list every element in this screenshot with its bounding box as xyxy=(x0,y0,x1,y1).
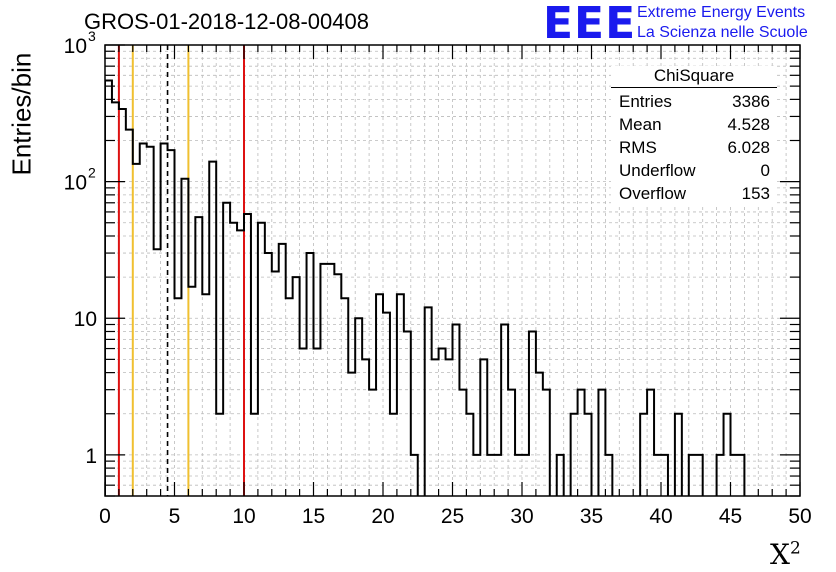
x-axis-label-superscript: 2 xyxy=(789,538,801,559)
stats-value: 153 xyxy=(741,184,770,203)
x-tick-label: 35 xyxy=(580,505,603,528)
stats-row-rms: RMS 6.028 xyxy=(611,136,777,159)
x-tick-label: 40 xyxy=(649,505,672,528)
chart-title: GROS-01-2018-12-08-00408 xyxy=(84,9,369,34)
y-tick-exponent: 3 xyxy=(88,28,96,44)
x-tick-label: 15 xyxy=(302,505,325,528)
stats-label: Overflow xyxy=(619,184,687,203)
stats-row-entries: Entries 3386 xyxy=(611,90,777,113)
x-axis-label-text: X xyxy=(770,538,790,571)
histogram-series xyxy=(105,79,746,496)
stats-box: ChiSquare Entries 3386 Mean 4.528 RMS 6.028… xyxy=(611,66,777,205)
logo-line-2: La Scienza nelle Scuole xyxy=(637,24,808,41)
stats-label: Mean xyxy=(619,115,662,134)
eee-logo-mark: EEE xyxy=(543,0,637,49)
y-tick-exponent: 2 xyxy=(88,165,96,181)
y-tick-label: 10 xyxy=(74,308,97,331)
stats-value: 6.028 xyxy=(727,138,770,157)
x-tick-label: 30 xyxy=(510,505,533,528)
x-tick-label: 10 xyxy=(232,505,255,528)
x-tick-label: 5 xyxy=(169,505,181,528)
y-axis-label: Entries/bin xyxy=(6,52,37,176)
logo-line-1: Extreme Energy Events xyxy=(637,4,806,21)
x-tick-label: 25 xyxy=(441,505,464,528)
x-tick-label: 50 xyxy=(788,505,811,528)
stats-label: Entries xyxy=(619,92,672,111)
stats-row-mean: Mean 4.528 xyxy=(611,113,777,136)
x-tick-label: 0 xyxy=(99,505,111,528)
y-tick-label: 1 xyxy=(85,445,97,468)
stats-value: 3386 xyxy=(732,92,770,111)
stats-value: 4.528 xyxy=(727,115,770,134)
stats-label: Underflow xyxy=(619,161,696,180)
x-tick-label: 45 xyxy=(719,505,742,528)
stats-title: ChiSquare xyxy=(611,66,777,88)
stats-row-overflow: Overflow 153 xyxy=(611,182,777,205)
x-tick-label: 20 xyxy=(371,505,394,528)
stats-value: 0 xyxy=(760,161,770,180)
y-tick-label: 10 xyxy=(64,35,87,58)
stats-row-underflow: Underflow 0 xyxy=(611,159,777,182)
x-axis-label: X2 xyxy=(770,538,801,571)
y-tick-label: 10 xyxy=(64,172,87,195)
stats-label: RMS xyxy=(619,138,657,157)
